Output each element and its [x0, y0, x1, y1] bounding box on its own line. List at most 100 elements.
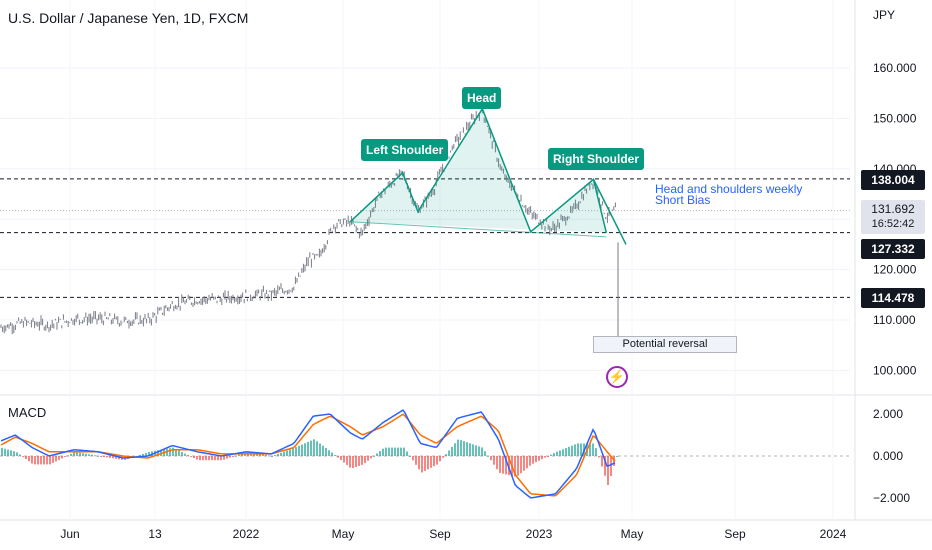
macd-histogram-bar — [349, 456, 351, 468]
macd-histogram-bar — [478, 446, 480, 456]
macd-histogram-bar — [7, 449, 9, 456]
macd-histogram-bar — [277, 453, 279, 456]
time-tick-label: 2022 — [233, 527, 260, 541]
macd-histogram-bar — [472, 444, 474, 456]
price-tick-label: 110.000 — [873, 313, 916, 327]
macd-histogram-bar — [175, 448, 177, 456]
chart-title: U.S. Dollar / Japanese Yen, 1D, FXCM — [8, 10, 249, 26]
macd-histogram-bar — [571, 445, 573, 456]
macd-histogram-bar — [115, 456, 117, 459]
macd-histogram-bar — [427, 456, 429, 470]
macd-histogram-bar — [526, 456, 528, 469]
macd-histogram-bar — [559, 450, 561, 456]
macd-histogram-bar — [94, 455, 96, 457]
macd-histogram-bar — [562, 449, 564, 456]
macd-histogram-bar — [547, 456, 549, 457]
macd-histogram-bar — [439, 456, 441, 462]
right-shoulder-label[interactable]: Right Shoulder — [548, 148, 644, 170]
macd-histogram-bar — [400, 447, 402, 456]
macd-histogram-bar — [499, 456, 501, 473]
macd-histogram-bar — [295, 447, 297, 456]
macd-histogram-bar — [382, 448, 384, 456]
macd-histogram-bar — [55, 456, 57, 462]
macd-histogram-bar — [187, 455, 189, 457]
macd-histogram-bar — [88, 454, 90, 456]
macd-histogram-bar — [514, 456, 516, 477]
macd-histogram-bar — [352, 456, 354, 468]
macd-histogram-bar — [196, 456, 198, 460]
macd-histogram-bar — [385, 447, 387, 456]
macd-histogram-bar — [265, 454, 267, 456]
lightning-icon[interactable]: ⚡ — [606, 366, 628, 388]
macd-histogram-bar — [22, 456, 24, 457]
macd-histogram-bar — [238, 454, 240, 456]
chart-grid — [0, 0, 932, 521]
note-line-1[interactable]: Head and shoulders weekly — [655, 182, 803, 196]
macd-histogram-bar — [10, 450, 12, 456]
macd-histogram-bar — [322, 445, 324, 456]
macd-histogram-bar — [592, 443, 594, 456]
macd-histogram-bar — [598, 456, 600, 458]
macd-tick-label: 0.000 — [873, 449, 903, 463]
time-tick-label: Sep — [724, 527, 746, 541]
macd-histogram-bar — [28, 456, 30, 462]
macd-histogram-bar — [43, 456, 45, 465]
macd-histogram-bar — [436, 456, 438, 465]
macd-histogram-bar — [346, 456, 348, 466]
macd-histogram-bar — [607, 456, 609, 485]
macd-histogram-bar — [169, 448, 171, 456]
macd-histogram-bar — [376, 453, 378, 456]
macd-histogram-bar — [493, 456, 495, 465]
macd-histogram-bar — [220, 456, 222, 461]
macd-histogram-bar — [223, 456, 225, 460]
macd-histogram-bar — [418, 456, 420, 470]
macd-histogram-bar — [262, 454, 264, 456]
macd-histogram-bar — [91, 454, 93, 456]
macd-histogram-bar — [448, 450, 450, 456]
macd-histogram-bar — [550, 454, 552, 456]
macd-histogram-bar — [73, 452, 75, 456]
macd-histogram-bar — [166, 448, 168, 456]
macd-histogram-bar — [361, 456, 363, 465]
macd-histogram-bar — [178, 450, 180, 456]
macd-histogram-bar — [52, 456, 54, 463]
time-tick-label: May — [621, 527, 644, 541]
macd-histogram-bar — [334, 455, 336, 457]
macd-label[interactable]: MACD — [8, 405, 47, 420]
macd-histogram-bar — [412, 456, 414, 461]
macd-histogram-bar — [181, 451, 183, 456]
macd-histogram-bar — [442, 456, 444, 458]
macd-histogram-bar — [205, 456, 207, 461]
macd-histogram-bar — [1, 447, 3, 456]
macd-histogram-bar — [241, 453, 243, 456]
time-tick-label: 2024 — [820, 527, 847, 541]
head-label[interactable]: Head — [462, 87, 502, 109]
macd-histogram-bar — [217, 456, 219, 461]
horizontal-levels — [0, 178, 850, 298]
macd-histogram-bar — [112, 456, 114, 459]
macd-histogram-bar — [37, 456, 39, 465]
neckline — [350, 221, 607, 238]
macd-histogram-bar — [40, 456, 42, 465]
macd-histogram-bar — [49, 456, 51, 465]
macd-histogram-bar — [271, 455, 273, 457]
note-line-2[interactable]: Short Bias — [655, 193, 711, 207]
macd-histogram-bar — [421, 456, 423, 473]
macd-histogram-bar — [343, 456, 345, 463]
macd-histogram-bar — [406, 451, 408, 456]
macd-histogram-bar — [208, 456, 210, 461]
left-shoulder-label[interactable]: Left Shoulder — [361, 139, 449, 161]
macd-histogram-bar — [580, 443, 582, 456]
macd-histogram-bar — [58, 456, 60, 460]
macd-histogram-bar — [301, 444, 303, 456]
time-tick-label: Sep — [429, 527, 451, 541]
macd-histogram-bar — [313, 439, 315, 456]
macd-histogram-bar — [358, 456, 360, 466]
macd-histogram-bar — [496, 456, 498, 470]
macd-histogram-bar — [538, 456, 540, 461]
macd-histogram-bar — [199, 456, 201, 461]
macd-histogram-bar — [505, 456, 507, 475]
potential-reversal-callout[interactable]: Potential reversal — [593, 336, 737, 353]
macd-histogram-bar — [259, 453, 261, 456]
